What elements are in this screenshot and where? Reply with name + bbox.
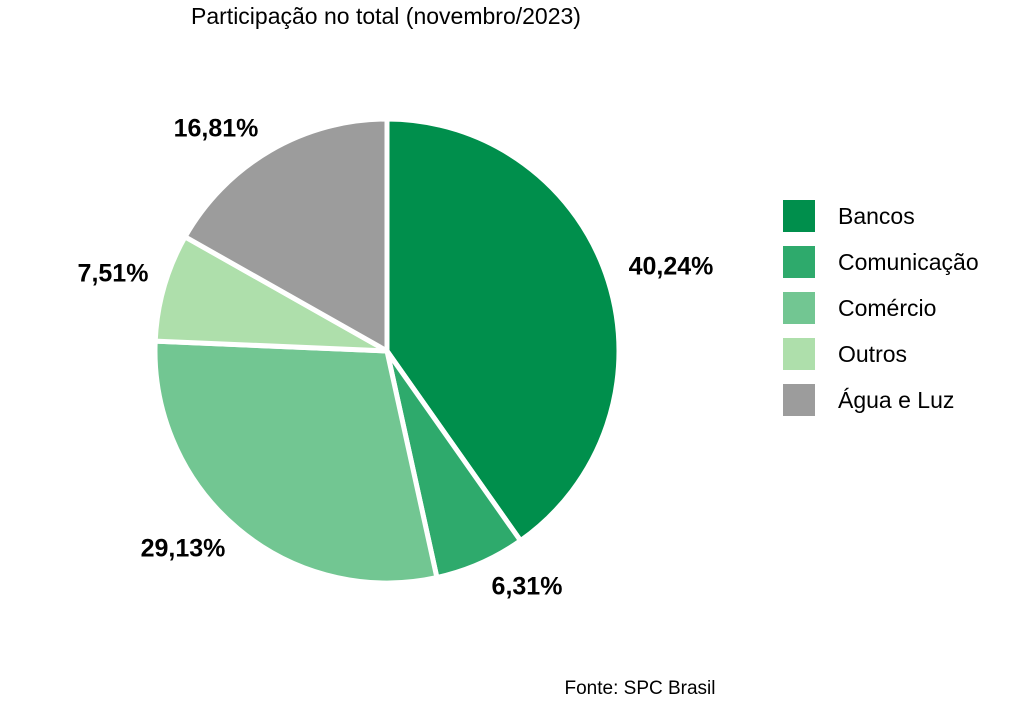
legend-label: Comércio bbox=[838, 295, 936, 321]
legend-label: Bancos bbox=[838, 203, 915, 229]
data-label: 29,13% bbox=[141, 535, 226, 563]
legend-swatch bbox=[783, 384, 815, 416]
legend-swatch bbox=[783, 200, 815, 232]
chart-title: Participação no total (novembro/2023) bbox=[191, 3, 581, 29]
data-label: 6,31% bbox=[492, 573, 563, 601]
data-label: 16,81% bbox=[174, 115, 259, 143]
legend-label: Comunicação bbox=[838, 249, 979, 275]
legend-swatch bbox=[783, 338, 815, 370]
legend: Bancos Comunicação Comércio Outros Água e Lu… bbox=[783, 200, 979, 416]
legend-swatch bbox=[783, 246, 815, 278]
legend-label: Outros bbox=[838, 341, 907, 367]
data-label: 7,51% bbox=[78, 260, 149, 288]
pie-labels: 40,24% 6,31% 29,13% 7,51% 16,81% bbox=[78, 115, 714, 601]
data-label: 40,24% bbox=[629, 253, 714, 281]
pie-slice--gua-e-luz bbox=[182, 116, 390, 354]
pie-slice-bancos bbox=[384, 116, 622, 544]
source-note: Fonte: SPC Brasil bbox=[565, 678, 716, 699]
legend-label: Água e Luz bbox=[838, 387, 954, 413]
pie-slice-com-rcio bbox=[152, 338, 440, 586]
pie-slices bbox=[152, 116, 622, 586]
legend-swatch bbox=[783, 292, 815, 324]
